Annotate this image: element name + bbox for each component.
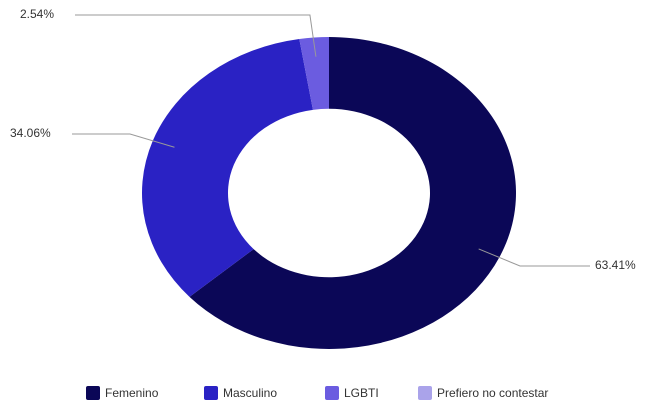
- donut-slice: [141, 39, 313, 297]
- legend-swatch: [204, 386, 218, 400]
- legend-label: Prefiero no contestar: [437, 386, 548, 400]
- donut-slice: [299, 37, 329, 110]
- leader-line: [72, 133, 175, 148]
- data-label: 34.06%: [10, 126, 51, 140]
- legend-swatch: [325, 386, 339, 400]
- donut: [141, 37, 516, 349]
- legend-label: Femenino: [105, 386, 159, 400]
- data-label: 63.41%: [595, 258, 636, 272]
- leader-line: [75, 14, 317, 57]
- legend-swatch: [418, 386, 432, 400]
- legend-label: Masculino: [223, 386, 277, 400]
- data-label: 2.54%: [20, 7, 54, 21]
- legend-swatch: [86, 386, 100, 400]
- donut-slice: [189, 37, 516, 349]
- leader-line: [478, 248, 590, 267]
- legend-label: LGBTI: [344, 386, 379, 400]
